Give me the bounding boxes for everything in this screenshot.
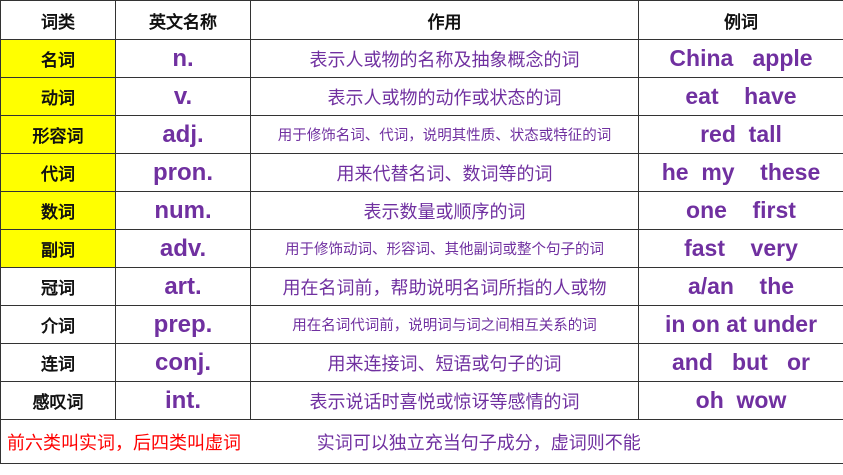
pos-cell: 形容词 <box>0 115 116 154</box>
pos-cell: 介词 <box>0 305 116 344</box>
desc-cell: 表示说话时喜悦或惊讶等感情的词 <box>250 381 639 420</box>
examples-cell: China apple <box>638 39 843 78</box>
desc-cell: 表示人或物的动作或状态的词 <box>250 77 639 116</box>
desc-cell: 用在名词前，帮助说明名词所指的人或物 <box>250 267 639 306</box>
table-row: 副词 adv. 用于修饰动词、形容词、其他副词或整个句子的词 fast very <box>0 229 843 268</box>
table-row: 名词 n. 表示人或物的名称及抽象概念的词 China apple <box>0 39 843 78</box>
pos-cell: 副词 <box>0 229 116 268</box>
examples-cell: in on at under <box>638 305 843 344</box>
desc-cell: 表示数量或顺序的词 <box>250 191 639 230</box>
abbr-cell: pron. <box>115 153 251 192</box>
examples-cell: one first <box>638 191 843 230</box>
examples-cell: eat have <box>638 77 843 116</box>
desc-cell: 用来代替名词、数词等的词 <box>250 153 639 192</box>
table-row: 感叹词 int. 表示说话时喜悦或惊讶等感情的词 oh wow <box>0 381 843 420</box>
table-row: 数词 num. 表示数量或顺序的词 one first <box>0 191 843 230</box>
abbr-cell: num. <box>115 191 251 230</box>
abbr-cell: adj. <box>115 115 251 154</box>
abbr-cell: n. <box>115 39 251 78</box>
table-row: 形容词 adj. 用于修饰名词、代词，说明其性质、状态或特征的词 red tall <box>0 115 843 154</box>
examples-cell: fast very <box>638 229 843 268</box>
abbr-cell: conj. <box>115 343 251 382</box>
footer-note-purple: 实词可以独立充当句子成分，虚词则不能 <box>316 432 641 454</box>
pos-cell: 感叹词 <box>0 381 116 420</box>
header-row: 词类 英文名称 作用 例词 <box>0 0 843 40</box>
desc-cell: 用来连接词、短语或句子的词 <box>250 343 639 382</box>
header-english-name: 英文名称 <box>115 0 251 40</box>
table-row: 介词 prep. 用在名词代词前，说明词与词之间相互关系的词 in on at und… <box>0 305 843 344</box>
footer-cell: 前六类叫实词，后四类叫虚词 实词可以独立充当句子成分，虚词则不能 <box>0 419 843 464</box>
pos-cell: 数词 <box>0 191 116 230</box>
header-examples: 例词 <box>638 0 843 40</box>
table-row: 动词 v. 表示人或物的动作或状态的词 eat have <box>0 77 843 116</box>
pos-cell: 冠词 <box>0 267 116 306</box>
footer-note-red: 前六类叫实词，后四类叫虚词 <box>7 432 241 454</box>
header-function: 作用 <box>250 0 639 40</box>
pos-cell: 连词 <box>0 343 116 382</box>
parts-of-speech-table: 词类 英文名称 作用 例词 名词 n. 表示人或物的名称及抽象概念的词 China a… <box>0 0 843 464</box>
abbr-cell: v. <box>115 77 251 116</box>
table-row: 冠词 art. 用在名词前，帮助说明名词所指的人或物 a/an the <box>0 267 843 306</box>
examples-cell: a/an the <box>638 267 843 306</box>
desc-cell: 用在名词代词前，说明词与词之间相互关系的词 <box>250 305 639 344</box>
examples-cell: red tall <box>638 115 843 154</box>
examples-cell: oh wow <box>638 381 843 420</box>
examples-cell: he my these <box>638 153 843 192</box>
pos-cell: 名词 <box>0 39 116 78</box>
pos-cell: 动词 <box>0 77 116 116</box>
pos-cell: 代词 <box>0 153 116 192</box>
abbr-cell: int. <box>115 381 251 420</box>
table-row: 连词 conj. 用来连接词、短语或句子的词 and but or <box>0 343 843 382</box>
table-row: 代词 pron. 用来代替名词、数词等的词 he my these <box>0 153 843 192</box>
header-pos: 词类 <box>0 0 116 40</box>
abbr-cell: adv. <box>115 229 251 268</box>
footer-row: 前六类叫实词，后四类叫虚词 实词可以独立充当句子成分，虚词则不能 <box>0 419 843 464</box>
examples-cell: and but or <box>638 343 843 382</box>
desc-cell: 表示人或物的名称及抽象概念的词 <box>250 39 639 78</box>
abbr-cell: art. <box>115 267 251 306</box>
abbr-cell: prep. <box>115 305 251 344</box>
desc-cell: 用于修饰名词、代词，说明其性质、状态或特征的词 <box>250 115 639 154</box>
desc-cell: 用于修饰动词、形容词、其他副词或整个句子的词 <box>250 229 639 268</box>
